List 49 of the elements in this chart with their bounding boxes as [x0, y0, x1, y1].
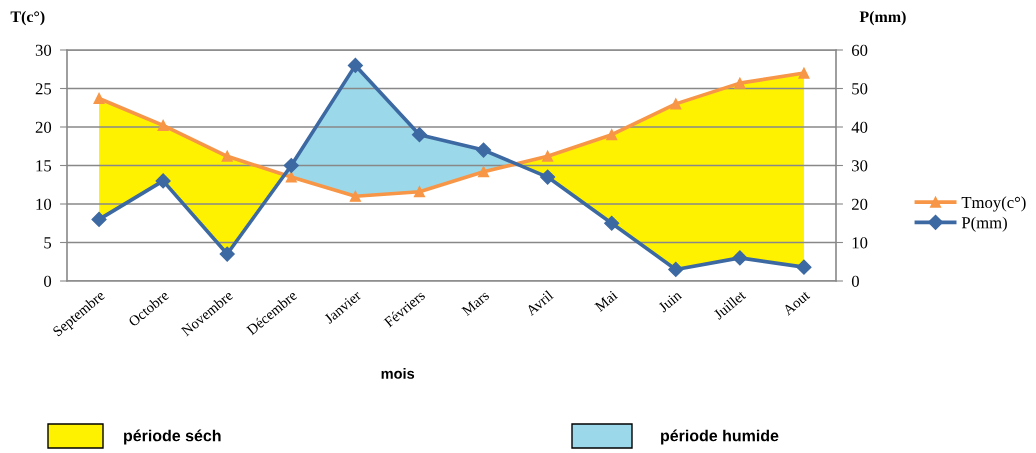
point: [606, 129, 618, 141]
point: [155, 173, 171, 189]
point: [221, 150, 233, 162]
legend-label: P(mm): [961, 216, 1007, 232]
point: [411, 127, 428, 143]
y2-tick-label: 30: [852, 160, 868, 172]
y2-tick-label: 50: [852, 83, 868, 95]
y2-tick-label: 0: [851, 275, 859, 287]
point: [668, 261, 684, 278]
y-axis-title: T(c°): [10, 10, 45, 26]
point: [732, 250, 748, 266]
y2-tick-label: 10: [852, 237, 868, 249]
legend-label: Tmoy(c°): [961, 196, 1026, 212]
point: [157, 119, 169, 132]
point: [91, 211, 107, 227]
text: période humide: [661, 429, 779, 445]
point: [540, 169, 556, 185]
y-tick-label: 25: [35, 83, 52, 95]
point: [604, 215, 620, 231]
x-tick-label: Mars: [461, 290, 490, 317]
point: [349, 190, 361, 202]
y2-tick-label: 60: [851, 44, 868, 56]
point: [283, 157, 299, 174]
point: [734, 77, 746, 89]
y-tick-label: 15: [36, 160, 52, 172]
point: [285, 171, 297, 183]
point: [477, 166, 490, 178]
point: [542, 150, 554, 162]
y2-tick-label: 20: [852, 198, 868, 210]
point: [475, 142, 492, 158]
text: période séch: [124, 429, 221, 445]
y-tick-label: 0: [44, 275, 52, 287]
y-tick-label: 5: [44, 237, 52, 249]
point: [413, 186, 426, 198]
y-tick-label: 10: [36, 198, 52, 210]
point: [347, 57, 363, 73]
y2-axis-title: P(mm): [859, 10, 906, 26]
y-tick-label: 30: [35, 44, 52, 56]
y2-tick-label: 40: [851, 121, 868, 133]
point: [670, 98, 682, 110]
point: [796, 259, 812, 275]
x-tick-label: Mai: [594, 289, 619, 313]
y-tick-label: 20: [35, 121, 52, 133]
x-axis-title: mois: [381, 368, 415, 379]
x-tick-label: Juin: [657, 289, 683, 313]
point: [219, 246, 235, 262]
point: [93, 92, 105, 105]
point: [798, 67, 810, 79]
x-tick-label: Aout: [782, 289, 811, 316]
